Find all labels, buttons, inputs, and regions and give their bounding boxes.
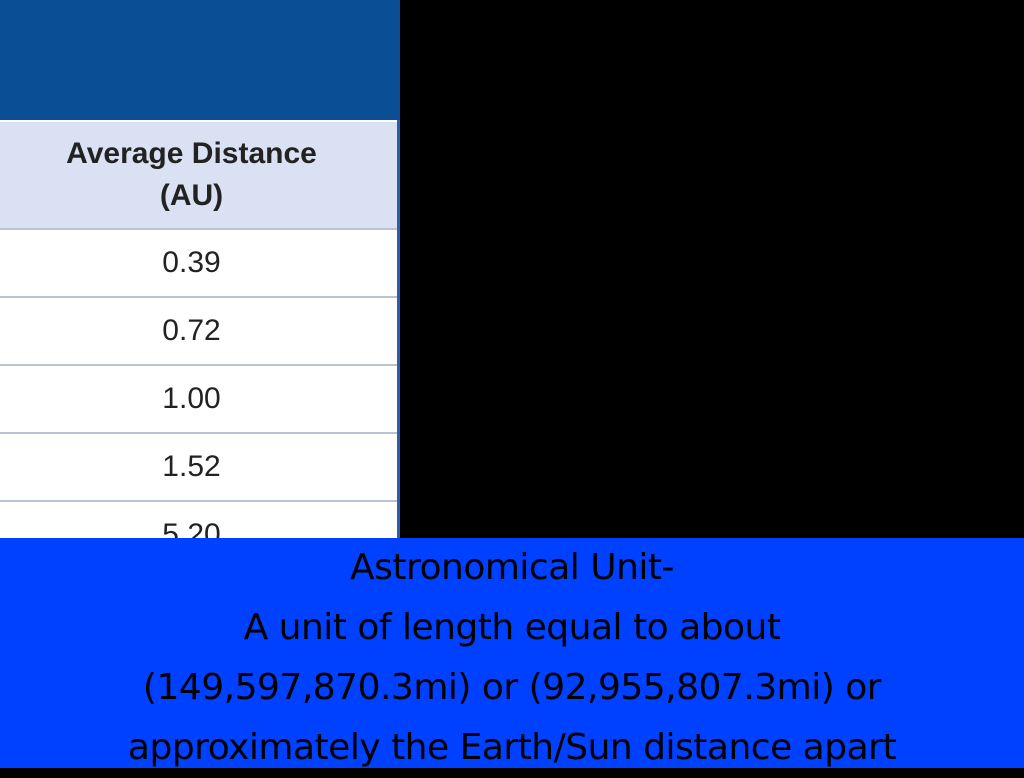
table-row: 1.00 [0, 366, 397, 434]
table-row: 0.39 [0, 230, 397, 298]
table-banner [0, 0, 400, 120]
table-row: 1.52 [0, 434, 397, 502]
cell: 0.72 [162, 314, 221, 347]
table-header: Average Distance (AU) [0, 122, 397, 230]
cell: 1.52 [162, 450, 221, 483]
caption-line: Astronomical Unit- [349, 547, 675, 588]
table-image: Average Distance (AU) 0.39 0.72 1.00 1.52 5.… [0, 0, 400, 538]
header-line: Average Distance [66, 137, 317, 170]
table-border [397, 120, 400, 538]
table-row: 0.72 [0, 298, 397, 366]
cell: 1.00 [162, 382, 221, 415]
caption: Astronomical Unit- A unit of length equal… [0, 538, 1024, 768]
caption-line: (149,597,870.3mi) or (92,955,807.3mi) or [142, 667, 882, 708]
cell: 5.20 [162, 518, 221, 538]
caption-line: A unit of length equal to about [243, 607, 781, 648]
cell: 0.39 [162, 246, 221, 279]
header-line: (AU) [159, 179, 224, 212]
table-row: 5.20 [0, 502, 397, 538]
caption-line: approximately the Earth/Sun distance apa… [127, 727, 897, 768]
